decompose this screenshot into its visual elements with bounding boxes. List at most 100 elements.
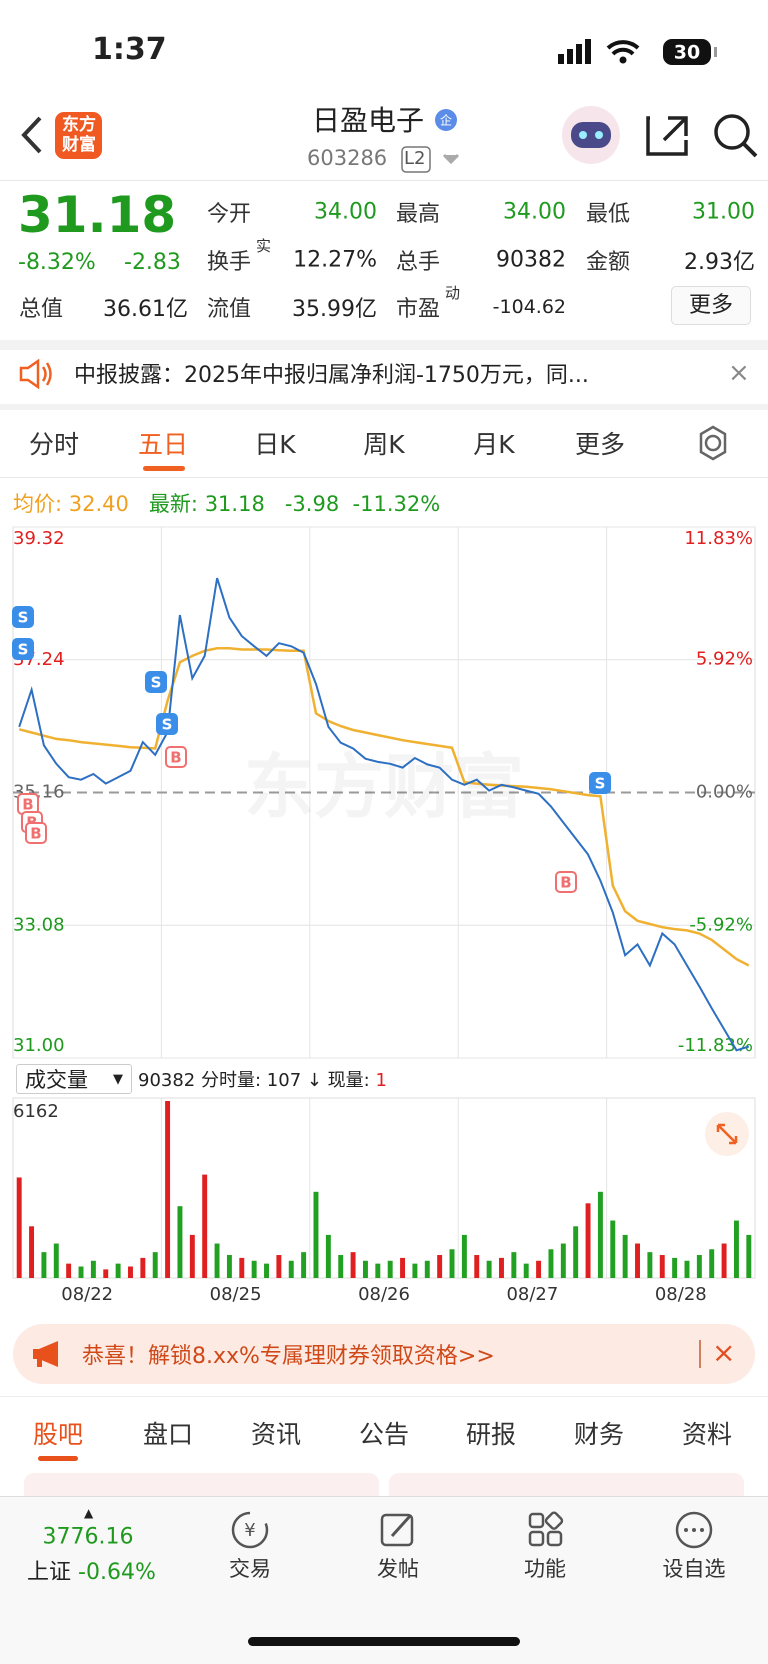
- tab[interactable]: 分时: [28, 430, 80, 459]
- index[interactable]: 上证 -0.64%: [27, 1554, 156, 1586]
- index-change: -0.64%: [78, 1560, 156, 1585]
- marker-box: [145, 671, 167, 693]
- notice[interactable]: 中报披露：2025年中报归属净利润-1750万元，同...: [74, 363, 589, 388]
- volume-select[interactable]: 成交量 ▼: [16, 1064, 132, 1094]
- marker: B: [22, 796, 33, 814]
- x-tick-label: 08/25: [210, 1284, 262, 1305]
- marker: B: [560, 874, 571, 892]
- tab[interactable]: 五日: [137, 430, 189, 459]
- field-sup: 动: [445, 284, 461, 302]
- subtab[interactable]: 资料: [681, 1420, 733, 1449]
- change-pct: -8.32%: [18, 250, 96, 275]
- divider: [0, 1396, 768, 1397]
- subtab[interactable]: 公告: [358, 1420, 410, 1449]
- y2-tick-label: -5.92%: [689, 914, 753, 935]
- field-value: 2.93亿: [684, 250, 755, 275]
- tab[interactable]: 更多: [574, 430, 626, 459]
- speaker-icon: [19, 358, 52, 390]
- x-tick-label: 08/22: [61, 1284, 113, 1305]
- tab[interactable]: 月K: [473, 430, 515, 459]
- volume-bar: [424, 1260, 430, 1278]
- nav-item[interactable]: 功能: [524, 1557, 566, 1581]
- more-button[interactable]: 更多: [671, 286, 751, 325]
- volume-bar: [115, 1263, 121, 1278]
- badge: 企: [439, 113, 453, 128]
- volume-bar: [499, 1257, 504, 1278]
- volume-bar: [610, 1220, 616, 1278]
- banner-text[interactable]: 恭喜！解锁8.xx%专属理财券领取资格>>: [82, 1344, 495, 1369]
- volume-bar: [437, 1255, 443, 1278]
- stock-code: 603286: [307, 146, 388, 170]
- field-value: 36.61亿: [103, 297, 188, 322]
- volume-bar: [177, 1206, 183, 1278]
- battery: 30: [674, 42, 700, 64]
- marker: B: [30, 825, 41, 843]
- last-value: 31.18: [204, 492, 265, 516]
- nav-item[interactable]: 发帖: [377, 1557, 419, 1581]
- volume-bar: [288, 1260, 294, 1278]
- volume-bar: [325, 1234, 331, 1278]
- marker-box: [25, 822, 47, 844]
- last-change: -3.98: [284, 492, 340, 516]
- separator: [699, 1340, 701, 1368]
- nav-item[interactable]: 设自选: [662, 1557, 726, 1581]
- close-banner[interactable]: ×: [712, 1336, 736, 1369]
- subtab[interactable]: 资讯: [250, 1420, 302, 1449]
- volume-bar: [152, 1252, 158, 1278]
- nav-item[interactable]: 交易: [229, 1557, 271, 1581]
- marker: S: [18, 609, 29, 627]
- banner[interactable]: [13, 1324, 755, 1384]
- volume-detail: 分时量: 107 ↓ 现量:: [201, 1070, 370, 1091]
- volume-bar: [362, 1260, 368, 1278]
- volume-bar: [239, 1257, 245, 1278]
- volume-bar: [684, 1260, 690, 1278]
- nav-icons: ¥: [231, 1511, 713, 1549]
- volume-bar: [387, 1260, 393, 1278]
- divider: [0, 340, 768, 350]
- field-label: 今开: [207, 202, 252, 227]
- volume-bar: [412, 1263, 418, 1278]
- volume-bar: [313, 1191, 319, 1278]
- tab[interactable]: 周K: [363, 430, 405, 459]
- volume-bar: [375, 1263, 381, 1278]
- subtab[interactable]: 财务: [573, 1420, 625, 1449]
- marker-box: [165, 746, 187, 768]
- settings-icon[interactable]: [695, 425, 731, 461]
- close-notice[interactable]: ×: [728, 358, 750, 388]
- volume-bar: [597, 1191, 603, 1278]
- volume-bar: [709, 1249, 715, 1278]
- marker: S: [18, 641, 29, 659]
- stock-name: 日盈电子: [311, 104, 425, 137]
- volume-bar: [635, 1243, 640, 1278]
- volume-bar: [350, 1252, 356, 1278]
- subtab[interactable]: 研报: [465, 1420, 517, 1449]
- volume-bar: [16, 1177, 22, 1278]
- tab[interactable]: 日K: [254, 430, 296, 459]
- subtab[interactable]: 盘口: [142, 1420, 194, 1449]
- volume-bar: [400, 1257, 406, 1278]
- volume-bar: [66, 1263, 72, 1278]
- volume-bar: [140, 1257, 146, 1278]
- expand-icon[interactable]: [704, 1111, 750, 1157]
- marker-box: [555, 871, 577, 893]
- arrow-up: ▲: [84, 1506, 94, 1520]
- volume-bar: [511, 1252, 517, 1278]
- chart: 31.0033.0835.1637.2439.32-11.83%-5.92%0.…: [12, 526, 756, 1305]
- y2-tick-label: 0.00%: [696, 782, 753, 803]
- volume-bar: [128, 1266, 133, 1278]
- volume-bar: [202, 1174, 208, 1278]
- field-label: 最高: [396, 202, 441, 227]
- field-value: 35.99亿: [292, 297, 377, 322]
- subtab[interactable]: 股吧: [32, 1420, 84, 1449]
- field-label: 总手: [396, 250, 441, 275]
- index-value[interactable]: 3776.16: [42, 1524, 134, 1550]
- volume-bar: [226, 1255, 232, 1278]
- field-value: 12.27%: [293, 247, 377, 273]
- nav-bar: [0, 1496, 768, 1664]
- change: -2.83: [124, 250, 181, 275]
- field-label: 流值: [207, 297, 252, 322]
- last-label: 最新:: [148, 492, 198, 516]
- x-tick-label: 08/26: [358, 1284, 410, 1305]
- marker-box: [12, 638, 34, 660]
